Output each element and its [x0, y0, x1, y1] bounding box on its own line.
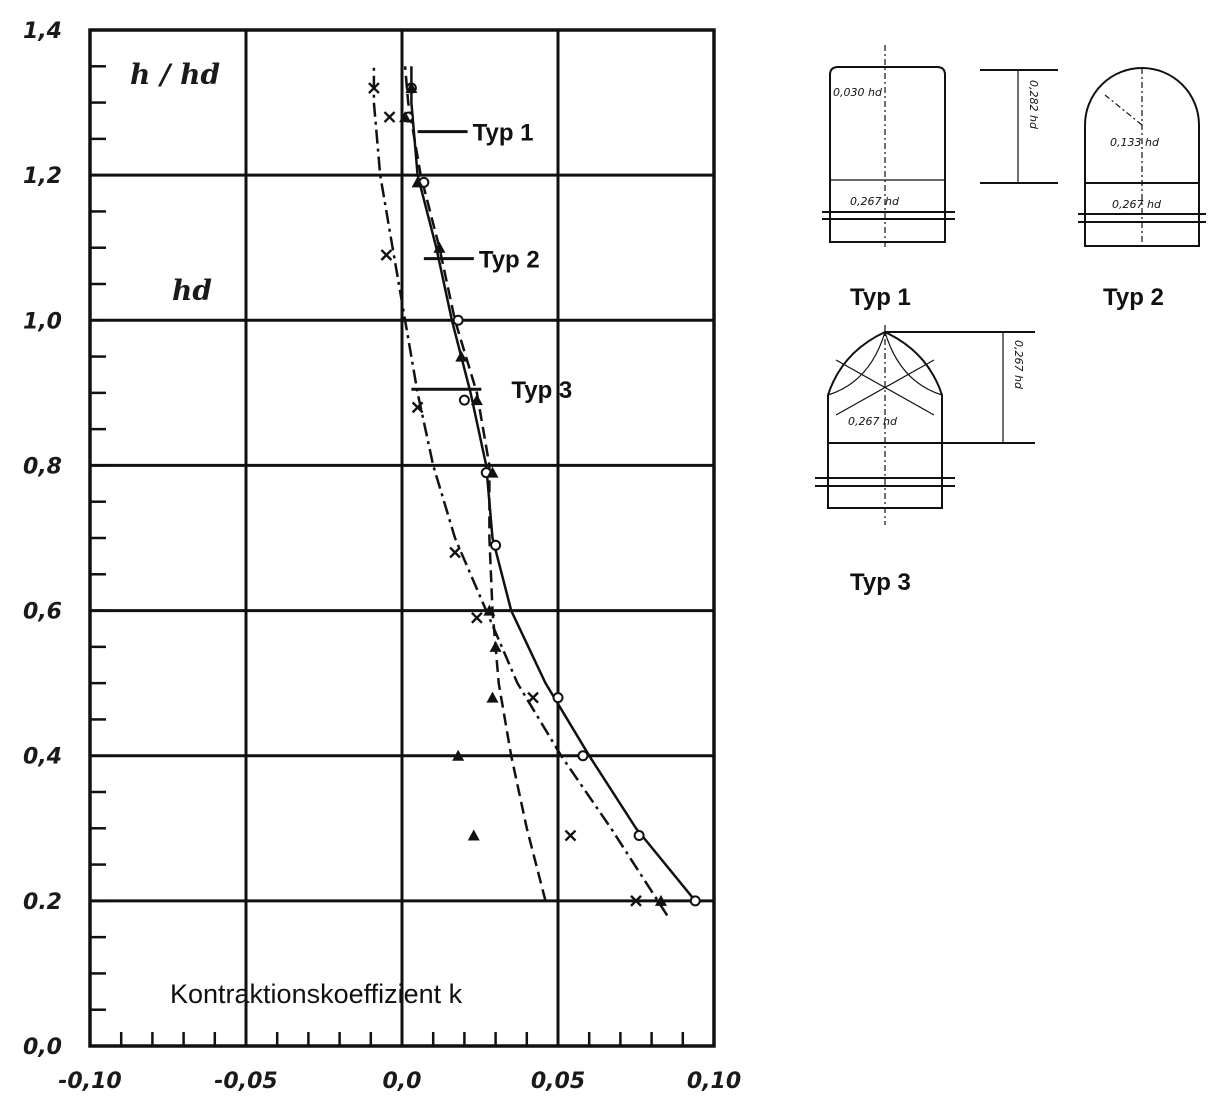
y-tick-label: 0,0	[23, 1035, 62, 1060]
typ2-dim-radius: 0,133 hd	[1110, 136, 1160, 149]
x-tick-label: 0,05	[531, 1069, 585, 1094]
typ3-dim-height: 0,267 hd	[1012, 340, 1025, 390]
callout-label-typ-1: Typ 1	[473, 120, 534, 147]
y-tick-label: 1,2	[23, 164, 62, 189]
marker-typ-3	[455, 350, 468, 362]
series-line-typ-1	[410, 66, 697, 902]
marker-typ-2	[471, 611, 483, 624]
series-markers	[368, 82, 701, 907]
y-tick-label: 0,8	[23, 454, 62, 479]
series-line-typ-3	[403, 66, 547, 902]
typ2-label: Typ 2	[1103, 284, 1164, 311]
typ2-radius-line	[1104, 94, 1143, 126]
marker-typ-2	[380, 249, 393, 261]
typ3-arc-left	[827, 331, 886, 396]
gridlines	[90, 30, 714, 1046]
marker-typ-3	[486, 691, 499, 703]
marker-typ-3	[399, 111, 412, 123]
x-axis-title: Kontraktionskoeffizient k	[170, 979, 463, 1009]
y-axis-label-text: h / hd	[130, 58, 220, 91]
marker-typ-2	[449, 546, 461, 559]
pier-diagram-typ1: 0,030 hd 0,267 hd 0,282 hd Typ 1	[822, 45, 1058, 311]
marker-typ-3	[489, 640, 502, 652]
marker-typ-2	[527, 691, 539, 704]
marker-typ-3	[433, 241, 446, 253]
pier-diagram-typ2: 0,133 hd 0,267 hd Typ 2	[1078, 67, 1206, 311]
typ3-label: Typ 3	[850, 569, 911, 596]
marker-typ-3	[483, 604, 496, 616]
marker-typ-2	[630, 895, 642, 907]
plot-frame	[88, 28, 716, 1048]
callout-label-typ-3: Typ 3	[511, 377, 572, 404]
y-tick-label: 0,4	[23, 745, 62, 770]
marker-typ-1	[577, 750, 589, 762]
marker-typ-3	[470, 394, 483, 406]
hd-marker-label: hd	[172, 274, 212, 307]
contraction-coefficient-chart: Typ 1 Typ 2 Typ 3 -0,10 -0,05 0,0 0,05 0,10 0,…	[23, 19, 741, 1094]
marker-typ-3	[654, 894, 667, 906]
typ3-diag-2	[835, 359, 935, 416]
x-tick-label: 0,10	[687, 1069, 741, 1094]
x-tick-labels: -0,10 -0,05 0,0 0,05 0,10	[58, 1069, 741, 1094]
x-tick-label: -0,10	[58, 1069, 121, 1094]
y-tick-label: 0,6	[23, 600, 62, 625]
typ3-arc-right	[884, 331, 943, 396]
marker-typ-1	[552, 692, 564, 704]
typ2-dim-width: 0,267 hd	[1112, 198, 1162, 211]
series-curves	[372, 66, 697, 917]
series-line-typ-2	[372, 66, 669, 917]
marker-typ-3	[452, 749, 465, 761]
marker-typ-1	[633, 830, 645, 842]
marker-typ-2	[368, 82, 380, 94]
typ1-label: Typ 1	[850, 284, 911, 311]
marker-typ-3	[405, 82, 418, 94]
typ1-dim-nose: 0,030 hd	[833, 86, 883, 99]
typ3-dim-width: 0,267 hd	[848, 415, 898, 428]
typ1-dim-height: 0,282 hd	[1027, 80, 1040, 130]
marker-typ-1	[689, 895, 701, 907]
marker-typ-3	[486, 466, 499, 478]
marker-typ-1	[490, 539, 502, 551]
callout-label-typ-2: Typ 2	[479, 247, 540, 274]
pier-diagram-typ3: 0,267 hd 0,267 hd Typ 3	[815, 325, 1035, 596]
y-tick-label: 0.2	[23, 890, 62, 915]
typ1-pier-outline	[829, 66, 946, 243]
y-tick-labels: 0,0 0.2 0,4 0,6 0,8 1,0 1,2 1,4	[23, 19, 62, 1060]
marker-typ-2	[383, 111, 396, 123]
series-callouts: Typ 1 Typ 2 Typ 3	[411, 120, 572, 404]
y-tick-label: 1,0	[23, 309, 62, 334]
marker-typ-2	[564, 829, 577, 842]
y-axis-label: h / hd	[130, 58, 220, 91]
marker-typ-1	[458, 394, 470, 406]
marker-typ-1	[452, 314, 464, 326]
marker-typ-3	[467, 829, 480, 841]
x-tick-label: 0,0	[383, 1069, 422, 1094]
marker-typ-2	[411, 401, 424, 414]
x-tick-label: -0,05	[214, 1069, 277, 1094]
minor-ticks	[90, 65, 685, 1046]
marker-typ-3	[411, 176, 424, 188]
y-tick-label: 1,4	[23, 19, 62, 44]
typ1-dim-width: 0,267 hd	[850, 195, 900, 208]
typ3-pier-body	[827, 443, 943, 509]
